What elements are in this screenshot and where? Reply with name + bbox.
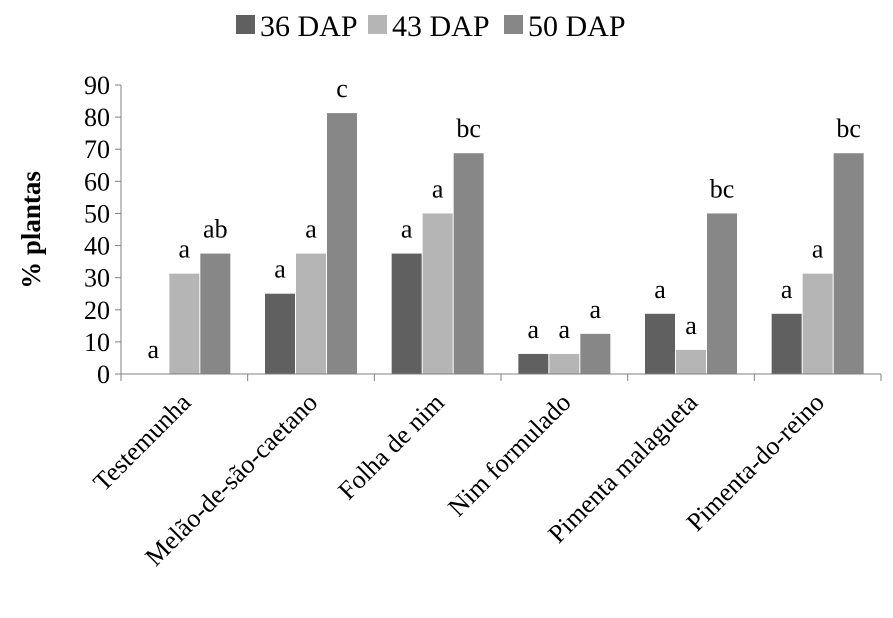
bar-50-dap xyxy=(580,333,611,374)
bar-36-dap xyxy=(518,353,549,374)
y-tick-label: 90 xyxy=(84,71,110,100)
bar-36-dap xyxy=(645,313,675,374)
y-tick-label: 20 xyxy=(84,296,110,325)
legend-label: 43 DAP xyxy=(392,10,490,43)
significance-letter: bc xyxy=(456,114,481,143)
significance-letter: a xyxy=(432,174,444,203)
bar-43-dap xyxy=(169,273,200,374)
significance-letter: a xyxy=(654,275,666,304)
y-tick-label: 10 xyxy=(84,328,110,357)
significance-letter: a xyxy=(781,275,793,304)
y-tick-label: 30 xyxy=(84,264,110,293)
bar-50-dap xyxy=(453,153,484,374)
significance-letter: a xyxy=(812,235,824,264)
significance-letter: a xyxy=(559,315,571,344)
significance-letter: a xyxy=(401,215,413,244)
bar-43-dap xyxy=(549,353,580,374)
legend: 36 DAP 43 DAP 50 DAP xyxy=(236,10,626,43)
bar-50-dap xyxy=(200,253,231,374)
bar-43-dap xyxy=(422,213,453,374)
bar-50-dap xyxy=(707,213,737,374)
bar-36-dap xyxy=(771,313,802,374)
significance-letter: a xyxy=(528,315,540,344)
significance-letter: a xyxy=(179,235,191,264)
bar-43-dap xyxy=(802,273,833,374)
significance-letter: bc xyxy=(836,114,861,143)
category-label: Pimenta-do-reino xyxy=(681,388,830,537)
bars xyxy=(169,113,864,374)
y-tick-label: 80 xyxy=(84,103,110,132)
legend-swatch xyxy=(368,15,387,34)
legend-label: 50 DAP xyxy=(528,10,626,43)
category-label: Testemunha xyxy=(87,387,196,496)
significance-letter: ab xyxy=(203,215,228,244)
y-tick-label: 0 xyxy=(97,360,110,389)
axes xyxy=(120,85,882,381)
bar-43-dap xyxy=(676,349,706,374)
y-tick-label: 40 xyxy=(84,232,110,261)
significance-letter: a xyxy=(274,255,286,284)
legend-label: 36 DAP xyxy=(260,10,358,43)
category-label: Nim formulado xyxy=(442,388,576,522)
significance-letter: a xyxy=(148,335,160,364)
significance-letter: a xyxy=(685,311,697,340)
legend-swatch xyxy=(504,15,523,34)
y-tick-label: 50 xyxy=(84,199,110,228)
significance-letter: bc xyxy=(710,174,735,203)
bar-36-dap xyxy=(265,293,295,374)
bar-43-dap xyxy=(296,253,326,374)
legend-swatch xyxy=(236,15,255,34)
bar-50-dap xyxy=(327,113,357,374)
y-tick-label: 60 xyxy=(84,167,110,196)
y-axis-ticks: 0 10 20 30 40 50 60 70 80 90 xyxy=(84,71,121,389)
category-label: Folha de nim xyxy=(332,388,450,506)
y-axis-label: % plantas xyxy=(16,171,46,289)
bar-36-dap xyxy=(391,253,422,374)
y-tick-label: 70 xyxy=(84,135,110,164)
bar-50-dap xyxy=(833,153,864,374)
significance-letter: c xyxy=(336,74,348,103)
significance-letter: a xyxy=(590,295,602,324)
significance-letter: a xyxy=(305,215,317,244)
